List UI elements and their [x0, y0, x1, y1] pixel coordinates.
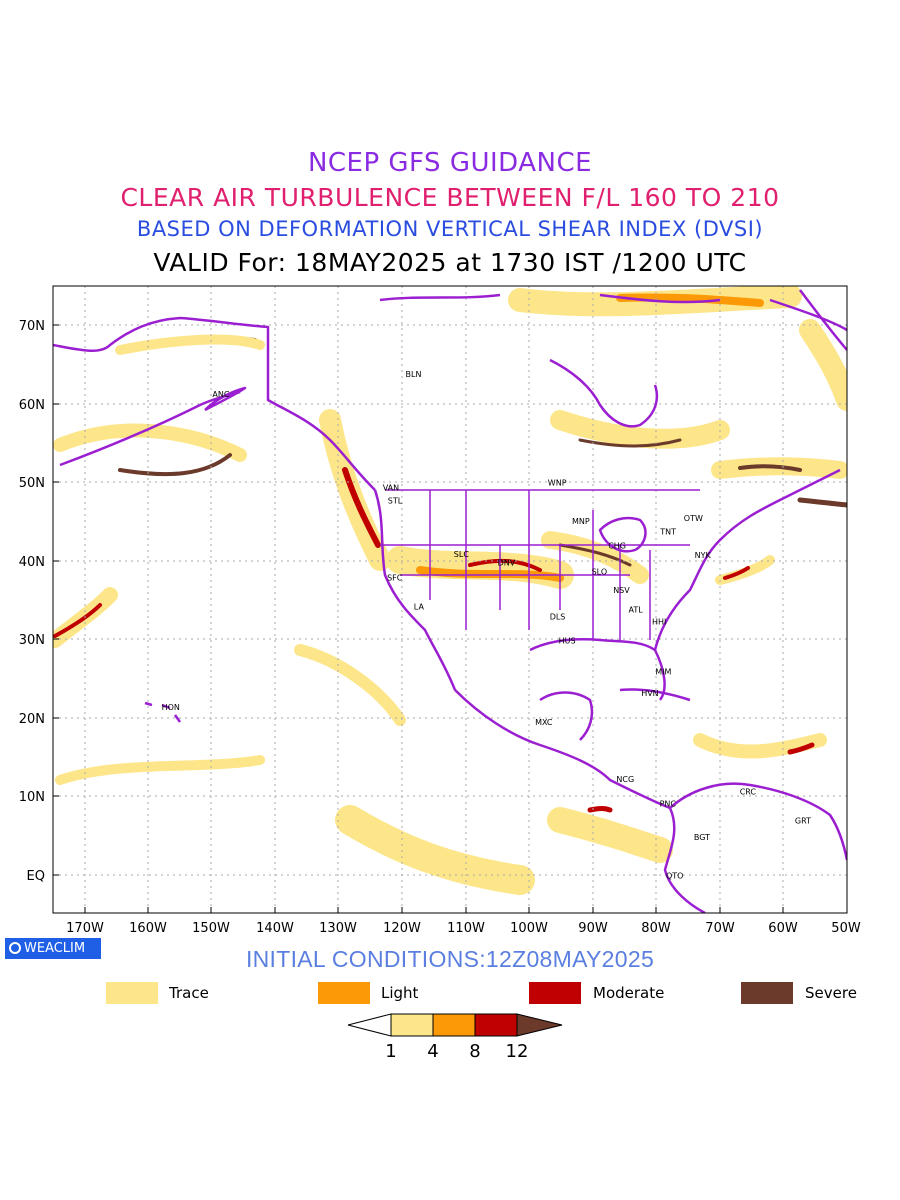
city-label-otw: OTW [684, 514, 703, 523]
city-label-slc: SLC [454, 550, 470, 559]
weaclim-label: WEACLIM [24, 941, 86, 956]
greenland-coast [799, 289, 847, 351]
alaska-peninsula [204, 386, 247, 412]
lat-label: 50N [19, 476, 45, 491]
legend-swatch-light [318, 982, 370, 1004]
city-label-hus: HUS [559, 636, 576, 645]
city-label-bgt: BGT [694, 833, 710, 842]
legend-label-severe: Severe [805, 984, 857, 1002]
longitude-labels: 170W 160W 150W 140W 130W 120W 110W 100W … [66, 921, 861, 936]
city-label-grt: GRT [795, 817, 811, 826]
lon-label: 110W [447, 921, 485, 936]
title-line-1: NCEP GFS GUIDANCE [307, 148, 593, 178]
city-label-nsv: NSV [613, 586, 630, 595]
city-label-tnt: TNT [659, 527, 676, 536]
city-label-la: LA [414, 603, 425, 612]
weaclim-logo-icon [9, 942, 21, 954]
south-america-north [669, 782, 847, 861]
city-label-anc: ANC [212, 390, 229, 399]
city-labels: BLN ANC VAN STL WNP MNP TNT OTW CHG NYK DNV SLC SFC S… [162, 370, 811, 881]
weaclim-badge: WEACLIM [5, 938, 101, 959]
lat-label: 40N [19, 555, 45, 570]
city-label-hhi: HHI [652, 617, 666, 626]
initial-conditions: INITIAL CONDITIONS:12Z08MAY2025 [245, 946, 655, 972]
legend-label-trace: Trace [169, 984, 209, 1002]
lon-label: 70W [705, 921, 735, 936]
coastlines [53, 289, 847, 913]
mexico-pacific-coast [454, 689, 671, 810]
turbulence-shading [53, 286, 847, 895]
lon-label: 120W [383, 921, 421, 936]
lat-label: 70N [19, 319, 45, 334]
legend-swatch-moderate [529, 982, 581, 1004]
city-label-chg: CHG [608, 541, 626, 550]
lon-label: 90W [578, 921, 608, 936]
south-america-west [663, 807, 706, 913]
lon-label: 160W [129, 921, 167, 936]
city-label-hvn: HVN [641, 689, 658, 698]
title-line-2: CLEAR AIR TURBULENCE BETWEEN F/L 160 TO … [120, 183, 780, 212]
city-label-qto: QTO [666, 871, 683, 880]
map-contents: BLN ANC VAN STL WNP MNP TNT OTW CHG NYK DNV SLC SFC S… [53, 286, 847, 913]
lat-label: EQ [27, 869, 45, 884]
legend-label-light: Light [381, 984, 419, 1002]
lon-label: 60W [768, 921, 798, 936]
state-boundaries [380, 489, 700, 640]
lon-label: 130W [319, 921, 357, 936]
city-label-wnp: WNP [548, 479, 567, 488]
legend-swatch-severe [741, 982, 793, 1004]
city-label-slo: SLO [592, 567, 608, 576]
tick-marks [53, 324, 784, 913]
lon-label: 170W [66, 921, 104, 936]
lat-label: 60N [19, 398, 45, 413]
us-east-coast [653, 468, 841, 651]
city-label-mim: MIM [655, 668, 671, 677]
legend-swatch-trace [106, 982, 158, 1004]
hudson-bay [549, 358, 659, 428]
us-canada-west-coast [373, 489, 457, 691]
city-label-atl: ATL [629, 606, 644, 615]
city-label-crc: CRC [740, 788, 757, 797]
great-lakes [598, 516, 647, 553]
alaska-coast [53, 316, 376, 491]
map-background [53, 286, 847, 913]
city-label-sfc: SFC [387, 574, 403, 583]
lat-label: 30N [19, 633, 45, 648]
cuba [619, 688, 691, 702]
city-label-hon: HON [162, 703, 180, 712]
city-label-van: VAN [383, 483, 399, 492]
city-label-bln: BLN [406, 370, 422, 379]
arctic-islands [379, 293, 847, 332]
lat-label: 20N [19, 712, 45, 727]
city-label-mnp: MNP [572, 517, 590, 526]
lat-label: 10N [19, 790, 45, 805]
title-line-3: BASED ON DEFORMATION VERTICAL SHEAR INDE… [136, 217, 764, 241]
city-label-pnc: PNC [660, 799, 677, 808]
lon-label: 100W [510, 921, 548, 936]
city-label-mxc: MXC [535, 718, 553, 727]
city-label-nyk: NYK [695, 551, 712, 560]
map-frame [52, 285, 848, 914]
lon-label: 80W [641, 921, 671, 936]
hawaii [144, 701, 182, 723]
yucatan [539, 691, 594, 741]
lon-label: 140W [256, 921, 294, 936]
city-label-dls: DLS [550, 613, 566, 622]
latitude-labels: 70N 60N 50N 40N 30N 20N 10N EQ [19, 319, 45, 884]
gulf-coast [529, 638, 666, 701]
lon-label: 50W [831, 921, 861, 936]
city-label-ncg: NCG [616, 775, 634, 784]
city-label-stl: STL [388, 497, 403, 506]
legend-label-moderate: Moderate [593, 984, 665, 1002]
city-label-dnv: DNV [498, 559, 516, 568]
lon-label: 150W [192, 921, 230, 936]
valid-time: VALID For: 18MAY2025 at 1730 IST /1200 U… [153, 248, 747, 277]
